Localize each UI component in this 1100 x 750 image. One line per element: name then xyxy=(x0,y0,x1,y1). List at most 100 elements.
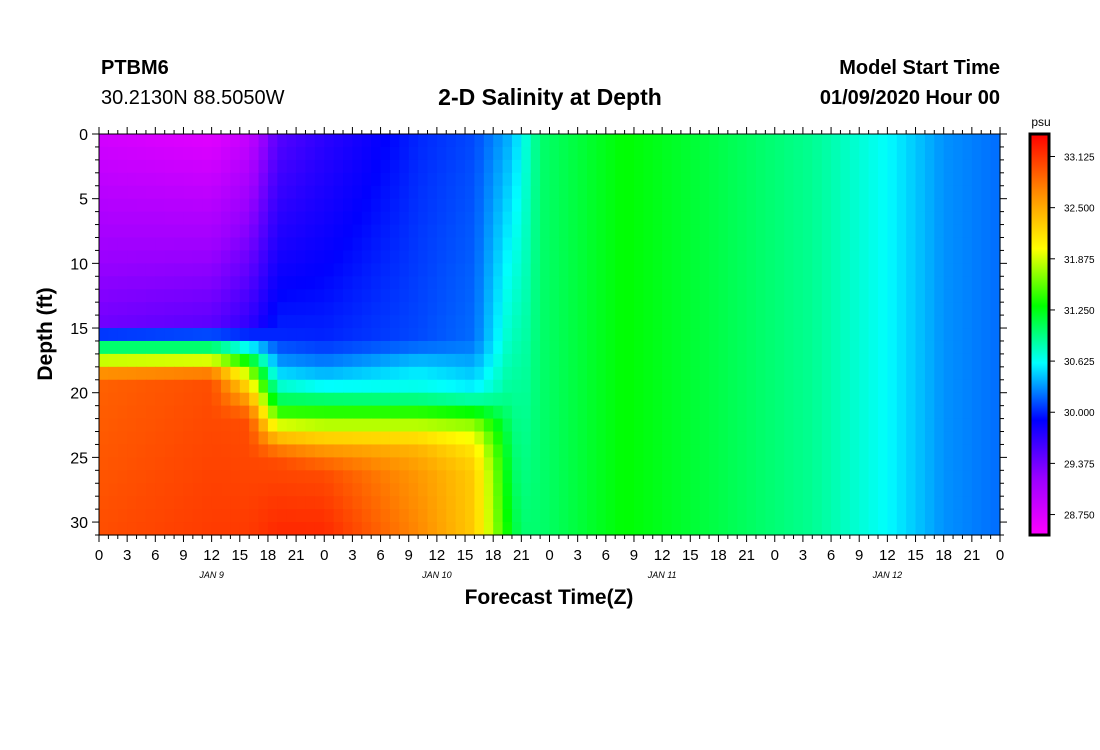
heatmap-cell xyxy=(671,328,682,342)
heatmap-cell xyxy=(953,379,964,394)
heatmap-cell xyxy=(924,509,935,523)
heatmap-cell xyxy=(211,250,222,264)
heatmap-cell xyxy=(737,328,748,342)
heatmap-cell xyxy=(981,159,992,174)
heatmap-cell xyxy=(399,289,410,303)
heatmap-cell xyxy=(718,366,729,381)
heatmap-cell xyxy=(662,172,673,187)
heatmap-cell xyxy=(436,328,447,342)
heatmap-cell xyxy=(755,379,766,394)
heatmap-cell xyxy=(455,146,466,161)
heatmap-cell xyxy=(643,276,654,290)
heatmap-cell xyxy=(436,470,447,484)
heatmap-cell xyxy=(343,276,354,290)
heatmap-cell xyxy=(812,172,823,187)
heatmap-cell xyxy=(399,172,410,187)
heatmap-cell xyxy=(455,483,466,497)
heatmap-cell xyxy=(286,198,297,213)
heatmap-cell xyxy=(202,146,213,161)
heatmap-cell xyxy=(380,211,391,226)
heatmap-cell xyxy=(971,405,982,420)
heatmap-cell xyxy=(371,315,382,329)
heatmap-cell xyxy=(230,224,241,239)
heatmap-cell xyxy=(465,250,476,264)
heatmap-cell xyxy=(746,483,757,497)
heatmap-cell xyxy=(502,444,513,458)
heatmap-cell xyxy=(286,470,297,484)
heatmap-cell xyxy=(990,418,1001,433)
heatmap-cell xyxy=(286,159,297,174)
heatmap-cell xyxy=(474,431,485,446)
heatmap-cell xyxy=(249,444,260,458)
heatmap-cell xyxy=(239,431,250,446)
heatmap-cell xyxy=(812,224,823,239)
heatmap-cell xyxy=(671,457,682,471)
heatmap-cell xyxy=(408,289,419,303)
heatmap-cell xyxy=(812,159,823,174)
heatmap-cell xyxy=(211,483,222,497)
heatmap-cell xyxy=(699,496,710,510)
heatmap-cell xyxy=(230,172,241,187)
heatmap-cell xyxy=(943,159,954,174)
heatmap-cell xyxy=(108,146,119,161)
heatmap-cell xyxy=(540,483,551,497)
heatmap-cell xyxy=(906,431,917,446)
heatmap-cell xyxy=(568,444,579,458)
heatmap-cell xyxy=(371,392,382,407)
heatmap-cell xyxy=(483,134,494,148)
heatmap-cell xyxy=(117,250,128,264)
heatmap-cell xyxy=(99,457,109,471)
heatmap-cell xyxy=(577,263,588,277)
heatmap-cell xyxy=(314,353,325,368)
heatmap-cell xyxy=(249,418,260,433)
heatmap-cell xyxy=(117,198,128,213)
heatmap-cell xyxy=(474,379,485,394)
heatmap-cell xyxy=(427,483,438,497)
heatmap-cell xyxy=(314,198,325,213)
heatmap-cell xyxy=(155,198,166,213)
heatmap-cell xyxy=(915,431,926,446)
heatmap-cell xyxy=(389,185,400,200)
heatmap-cell xyxy=(727,289,738,303)
heatmap-cell xyxy=(934,405,945,420)
heatmap-cell xyxy=(436,483,447,497)
heatmap-cell xyxy=(915,405,926,420)
heatmap-cell xyxy=(765,444,776,458)
heatmap-cell xyxy=(530,405,541,420)
heatmap-cell xyxy=(324,159,335,174)
heatmap-cell xyxy=(502,276,513,290)
heatmap-cell xyxy=(755,185,766,200)
heatmap-cell xyxy=(577,224,588,239)
heatmap-cell xyxy=(474,483,485,497)
heatmap-cell xyxy=(624,185,635,200)
heatmap-cell xyxy=(587,353,598,368)
heatmap-cell xyxy=(652,418,663,433)
heatmap-cell xyxy=(793,250,804,264)
heatmap-cell xyxy=(230,146,241,161)
heatmap-cell xyxy=(474,315,485,329)
heatmap-cell xyxy=(361,483,372,497)
heatmap-cell xyxy=(136,276,147,290)
heatmap-cell xyxy=(305,159,316,174)
heatmap-cell xyxy=(324,250,335,264)
heatmap-cell xyxy=(784,353,795,368)
heatmap-cell xyxy=(117,431,128,446)
heatmap-cell xyxy=(408,302,419,316)
heatmap-cell xyxy=(108,522,119,536)
heatmap-cell xyxy=(511,522,522,536)
heatmap-cell xyxy=(765,392,776,407)
heatmap-cell xyxy=(389,224,400,239)
heatmap-cell xyxy=(812,289,823,303)
heatmap-cell xyxy=(530,263,541,277)
heatmap-cell xyxy=(615,302,626,316)
heatmap-cell xyxy=(793,237,804,252)
heatmap-cell xyxy=(793,431,804,446)
heatmap-cell xyxy=(587,211,598,226)
heatmap-cell xyxy=(849,483,860,497)
heatmap-cell xyxy=(765,134,776,148)
heatmap-cell xyxy=(577,483,588,497)
heatmap-cell xyxy=(934,276,945,290)
heatmap-cell xyxy=(802,134,813,148)
heatmap-cell xyxy=(99,405,109,420)
heatmap-cell xyxy=(249,198,260,213)
